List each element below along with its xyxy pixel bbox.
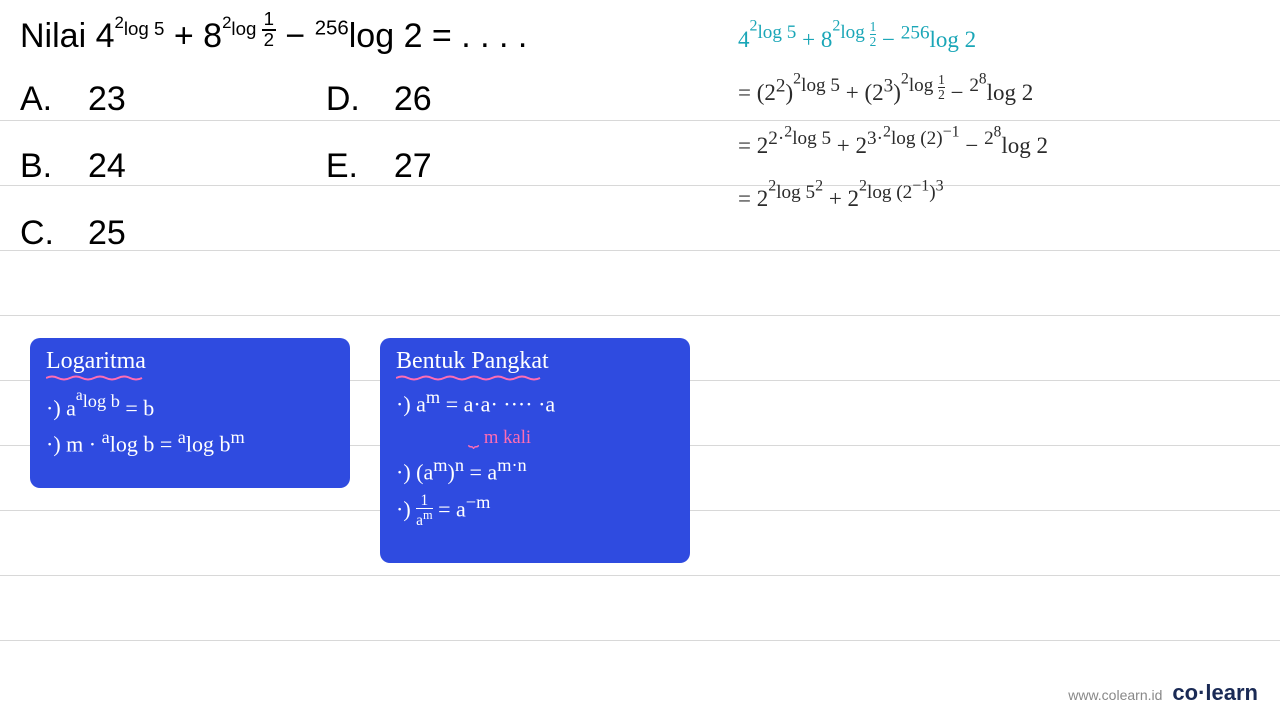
- branding-url: www.colearn.id: [1068, 687, 1162, 703]
- branding: www.colearn.id co·learn: [1068, 680, 1258, 706]
- card-title: Logaritma: [46, 348, 146, 375]
- question-expression: 42log 5 + 82log 12 − 256log 2 = . . . .: [96, 17, 528, 55]
- option-d: D. 26: [326, 80, 432, 119]
- option-value: 24: [88, 147, 126, 186]
- working-step: = 22·2log 5 + 23·2log (2)−1 − 28log 2: [738, 124, 1258, 159]
- option-letter: D.: [326, 80, 366, 119]
- card-rule-item: ⏟ m kali: [396, 423, 674, 449]
- card-rule-item: ·) m · alog b = alog bm: [46, 427, 334, 457]
- card-title-text: Bentuk Pangkat: [396, 348, 549, 374]
- option-value: 27: [394, 147, 432, 186]
- option-letter: E.: [326, 147, 366, 186]
- card-bentuk-pangkat: Bentuk Pangkat ·) am = a·a· ···· ·a ⏟ m k…: [380, 338, 690, 563]
- card-rule-item: ·) aalog b = b: [46, 387, 334, 421]
- card-title-text: Logaritma: [46, 348, 146, 374]
- option-value: 23: [88, 80, 126, 119]
- option-b: B. 24: [20, 147, 126, 186]
- question-text: Nilai 42log 5 + 82log 12 − 256log 2 = . …: [20, 10, 527, 56]
- option-c: C. 25: [20, 214, 126, 253]
- option-a: A. 23: [20, 80, 126, 119]
- card-logaritma: Logaritma ·) aalog b = b ·) m · alog b = …: [30, 338, 350, 488]
- working-step: = 22log 52 + 22log (2−1)3: [738, 177, 1258, 212]
- branding-logo: co·learn: [1172, 680, 1258, 706]
- card-rule-item: ·) 1am = a−m: [396, 492, 674, 529]
- option-letter: A.: [20, 80, 60, 119]
- question-prefix: Nilai: [20, 17, 96, 55]
- card-title: Bentuk Pangkat: [396, 348, 549, 375]
- squiggle-underline: [46, 375, 144, 381]
- card-rule-item: ·) am = a·a· ···· ·a: [396, 387, 674, 417]
- squiggle-underline: [396, 375, 546, 381]
- working-steps: 42log 5 + 82log 12 − 256log 2 = (22)2log …: [738, 18, 1258, 230]
- option-letter: B.: [20, 147, 60, 186]
- option-e: E. 27: [326, 147, 432, 186]
- option-value: 25: [88, 214, 126, 253]
- option-value: 26: [394, 80, 432, 119]
- working-step: 42log 5 + 82log 12 − 256log 2: [738, 18, 1258, 53]
- working-step: = (22)2log 5 + (23)2log 12 − 28log 2: [738, 71, 1258, 106]
- card-rule-item: ·) (am)n = am·n: [396, 455, 674, 485]
- option-letter: C.: [20, 214, 60, 253]
- options-block: A. 23 D. 26 B. 24 E. 27 C. 25: [20, 80, 432, 281]
